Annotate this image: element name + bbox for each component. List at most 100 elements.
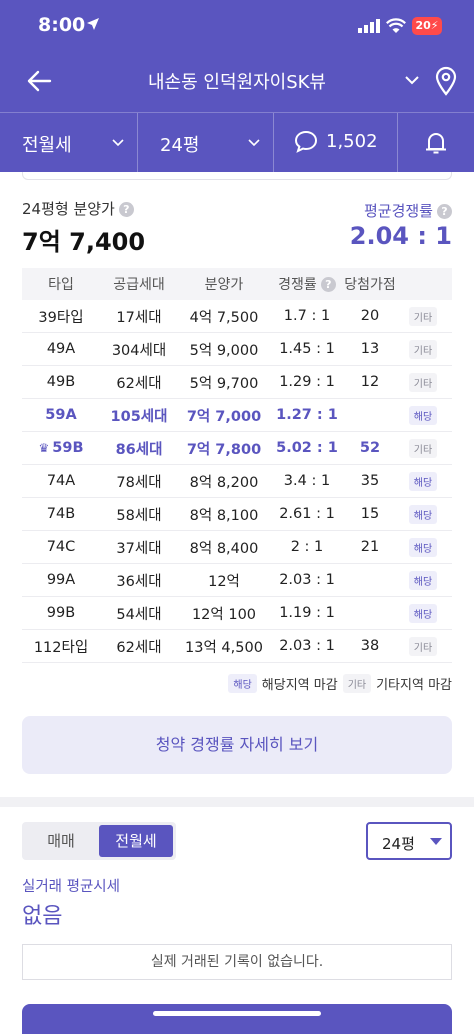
row-rate-text: 2.03 : 1 [279,572,335,588]
table-row: 99B 54세대 12억 100 1.19 : 1 해당 [22,597,452,630]
row-tag-cell: 기타 [402,300,444,332]
tab-sale[interactable]: 매매 [47,832,75,850]
help-icon[interactable]: ? [118,202,134,217]
table-row: 49A 304세대 5억 9,000 1.45 : 1 13 기타 [22,333,452,366]
row-units: 17세대 [100,300,178,332]
no-records-message: 실제 거래된 기록이 없습니다. [22,944,452,980]
row-units-text: 37세대 [116,540,162,557]
row-score-text: 38 [360,638,380,654]
tab-rent[interactable]: 전월세 [99,825,173,857]
table-row: 74B 58세대 8억 8,100 2.61 : 1 15 해당 [22,498,452,531]
battery-level: 20 [415,19,431,32]
table-row: 39타입 17세대 4억 7,500 1.7 : 1 20 기타 [22,300,452,333]
row-rate-text: 5.02 : 1 [276,440,338,456]
row-type-text: 99B [46,605,76,621]
notification-button[interactable] [398,113,474,173]
bottom-action-button[interactable] [22,1004,452,1034]
row-units: 36세대 [100,564,178,596]
legend-other-tag: 기타 [342,674,372,693]
location-arrow-icon [87,18,99,30]
comment-count: 1,502 [326,131,378,152]
row-tag-cell: 해당 [402,564,444,596]
row-units-text: 86세대 [115,441,163,458]
size-select[interactable]: 24평 [366,822,452,860]
row-units-text: 54세대 [116,606,162,623]
row-type-text: 74C [46,539,76,555]
row-rate-text: 1.27 : 1 [276,407,338,423]
row-type-text: 59A [45,407,77,423]
row-score [344,399,396,431]
avg-competition-value: 2.04 : 1 [349,222,452,250]
row-price-text: 8억 8,400 [189,540,259,557]
row-score: 15 [344,498,396,530]
map-pin-icon[interactable] [434,66,458,96]
row-score-text: 15 [360,506,380,522]
row-tag-cell: 해당 [402,399,444,431]
row-price-text: 7억 7,000 [186,408,262,425]
status-time: 8:00 [38,14,86,36]
row-score: 21 [344,531,396,563]
tag-legend: 해당 해당지역 마감 기타 기타지역 마감 [228,674,452,693]
row-rate-text: 1.19 : 1 [279,605,335,621]
avg-trade-price-label: 실거래 평균시세 [22,879,120,895]
row-type: 39타입 [22,300,100,332]
row-price-text: 12억 [208,573,240,590]
row-price-text: 13억 4,500 [185,639,263,656]
row-units: 86세대 [100,432,178,464]
row-type-text: 39타입 [38,309,84,326]
deal-type-filter[interactable]: 전월세 [0,113,138,173]
row-price: 8억 8,400 [178,531,270,563]
row-rate: 2.03 : 1 [270,564,344,596]
chevron-down-icon[interactable] [404,74,420,86]
caret-down-icon [430,838,442,845]
row-price: 8억 8,100 [178,498,270,530]
filter-bar: 전월세 24평 1,502 [0,112,474,173]
row-type: 49B [22,366,100,398]
chevron-down-icon [112,139,124,147]
header-type: 타입 [48,277,74,293]
row-units-text: 62세대 [116,375,162,392]
deal-type-label: 전월세 [22,135,72,156]
home-indicator [153,1011,321,1016]
row-units: 62세대 [100,366,178,398]
row-score-text: 20 [360,308,380,324]
row-units: 58세대 [100,498,178,530]
trade-type-toggle: 매매 전월세 [22,822,176,860]
row-tag-cell: 기타 [402,333,444,365]
row-units-text: 62세대 [116,639,162,656]
size-filter[interactable]: 24평 [138,113,274,173]
row-tag: 해당 [408,504,438,524]
competition-detail-button[interactable]: 청약 경쟁률 자세히 보기 [22,716,452,774]
legend-other-text: 기타지역 마감 [376,678,452,693]
row-type: 112타입 [22,630,100,662]
help-icon[interactable]: ? [437,204,452,219]
comments-button[interactable]: 1,502 [274,113,398,173]
complex-title[interactable]: 내손동 인덕원자이SK뷰 [148,72,326,93]
row-type: 99B [22,597,100,629]
row-units: 105세대 [100,399,178,431]
size-select-value: 24평 [382,835,415,853]
row-price: 8억 8,200 [178,465,270,497]
header-units: 공급세대 [113,277,165,293]
row-score-text: 12 [360,374,380,390]
row-rate-text: 3.4 : 1 [283,473,331,489]
help-icon[interactable]: ? [320,276,336,292]
row-rate-text: 1.45 : 1 [279,341,335,357]
row-units-text: 17세대 [116,309,162,326]
row-price-text: 8억 8,100 [189,507,259,524]
legend-local-text: 해당지역 마감 [261,678,338,693]
row-rate-text: 1.29 : 1 [279,374,335,390]
header-score: 당첨가점 [344,277,396,293]
row-type: 74A [22,465,100,497]
row-type-text: 74A [46,473,76,489]
table-body: 39타입 17세대 4억 7,500 1.7 : 1 20 기타 49A 304세대 5억 9,… [22,300,452,663]
row-type: 49A [22,333,100,365]
row-rate-text: 1.7 : 1 [283,308,331,324]
status-bar: 8:00 20⚡ [0,0,474,52]
header-rate: 경쟁률? [270,268,344,300]
back-arrow-icon[interactable] [26,68,52,94]
row-price: 5억 9,700 [178,366,270,398]
row-score: 12 [344,366,396,398]
row-units: 62세대 [100,630,178,662]
row-score: 52 [344,432,396,464]
